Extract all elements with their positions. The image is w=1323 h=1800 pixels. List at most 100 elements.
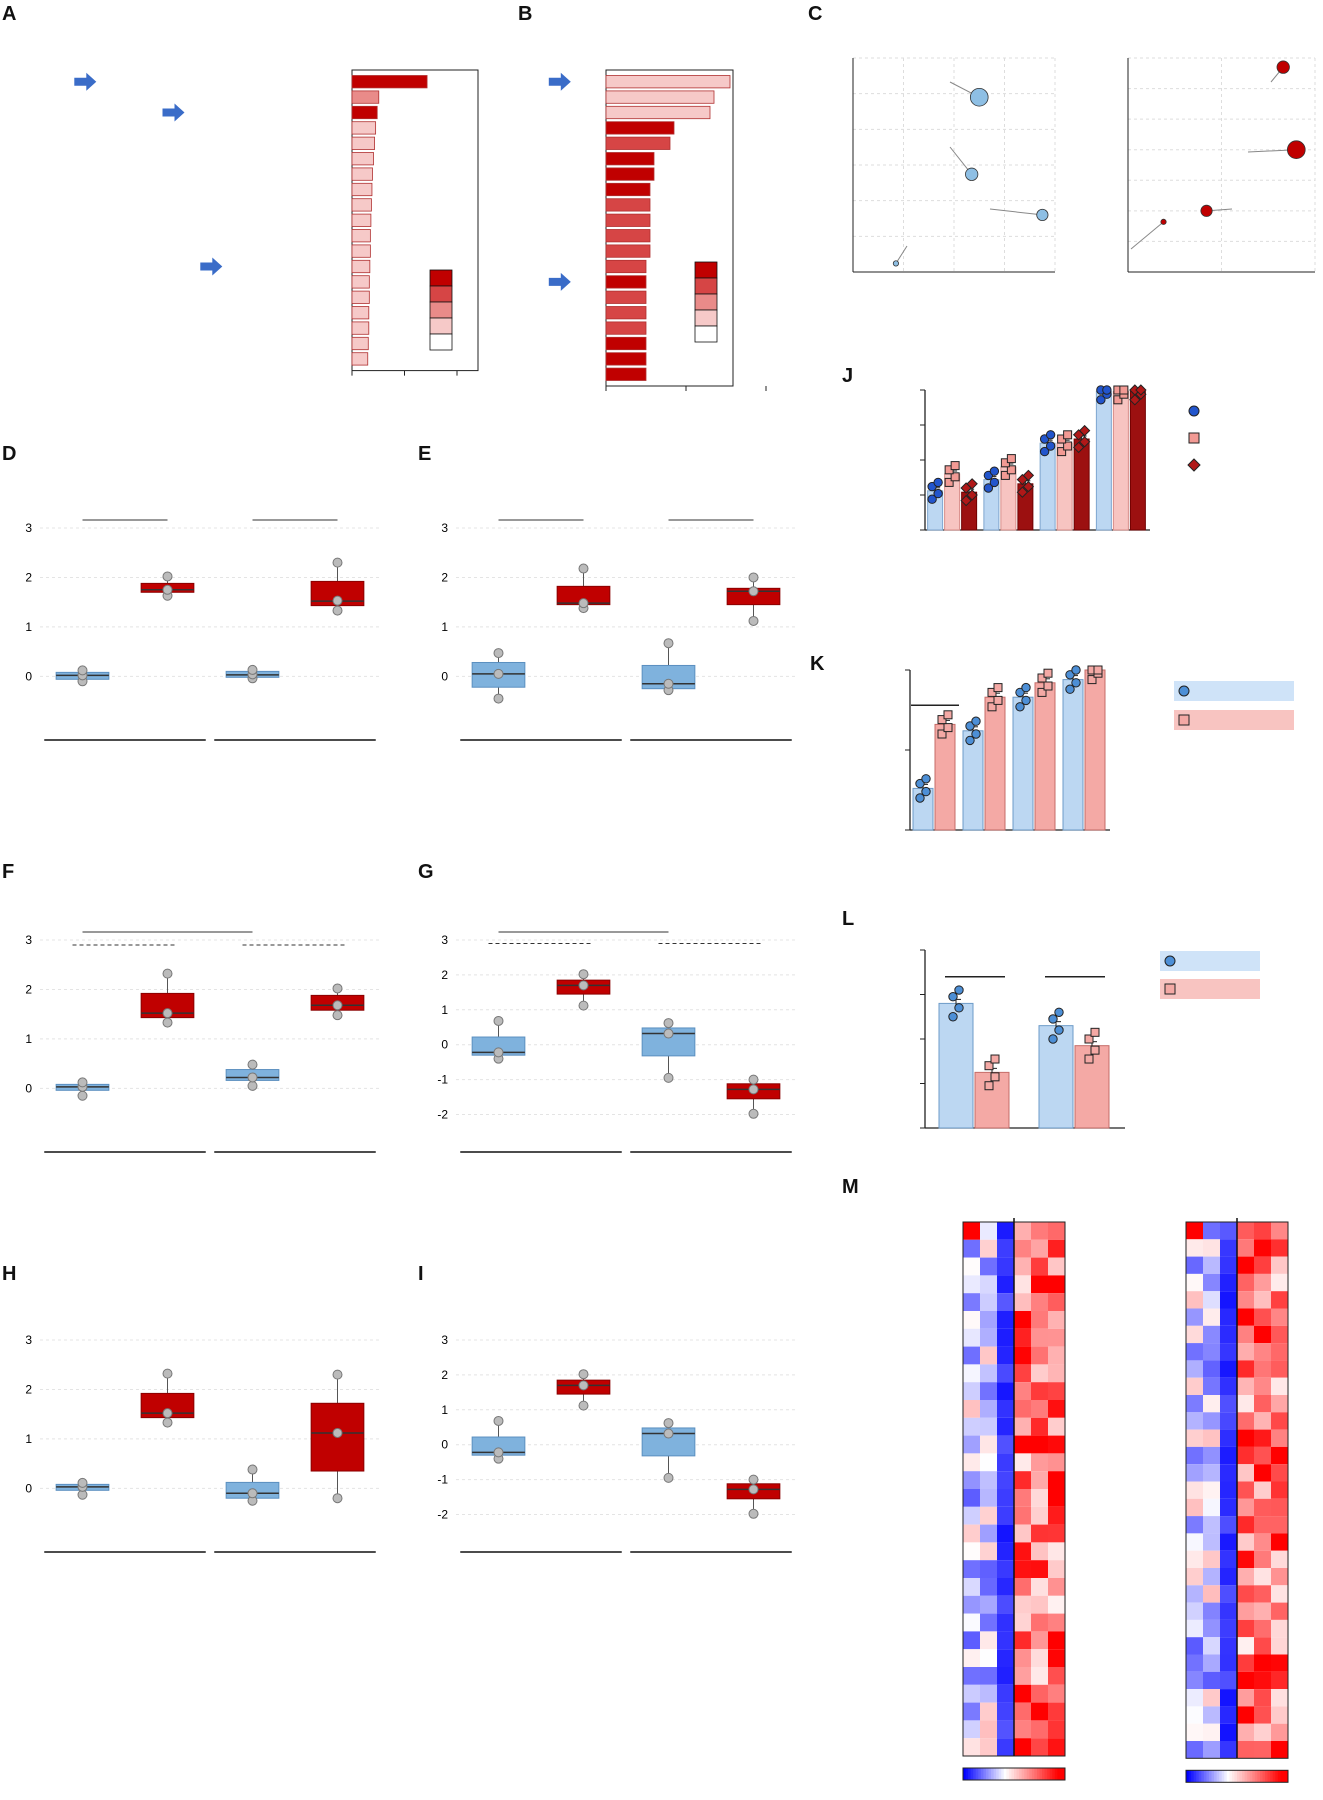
legend-swatch <box>694 277 718 295</box>
heatmap-cell <box>1014 1400 1031 1418</box>
heatmap-cell <box>1048 1720 1065 1739</box>
heatmap-cell <box>1048 1649 1065 1667</box>
heatmap-cell <box>1271 1308 1288 1326</box>
heatmap-cell <box>963 1489 980 1507</box>
data-point <box>1048 1014 1058 1024</box>
heatmap-cell <box>1220 1360 1237 1378</box>
data-point <box>971 716 981 726</box>
heatmap-cell <box>1014 1417 1031 1436</box>
data-point <box>77 1090 88 1101</box>
heatmap-cell <box>1048 1613 1065 1632</box>
heatmap-cell <box>1031 1738 1048 1756</box>
bar <box>1095 390 1112 531</box>
heatmap-cell <box>1220 1602 1237 1620</box>
data-point <box>921 786 931 797</box>
heatmap-cell <box>1203 1429 1220 1447</box>
legend-background <box>1174 710 1294 730</box>
data-point <box>965 721 975 731</box>
bar <box>351 275 370 289</box>
heatmap-cell <box>1186 1481 1203 1499</box>
heatmap-cell <box>1220 1395 1237 1413</box>
legend-gradient-cell <box>1265 1770 1269 1783</box>
data-point <box>332 983 343 994</box>
heatmap-cell <box>963 1382 980 1400</box>
heatmap-cell <box>1220 1273 1237 1292</box>
legend-marker <box>1164 955 1176 967</box>
legend-swatch <box>694 309 718 327</box>
heatmap-cell <box>1031 1328 1048 1347</box>
legend-gradient-cell <box>1042 1768 1046 1780</box>
heatmap-cell <box>1237 1308 1254 1326</box>
heatmap-cell <box>1186 1377 1203 1395</box>
data-point <box>1015 702 1025 712</box>
heatmap-cell <box>1271 1464 1288 1482</box>
data-point <box>1065 670 1075 680</box>
heatmap-cell <box>1031 1257 1048 1276</box>
heatmap-cell <box>997 1560 1014 1578</box>
heatmap-cell <box>1014 1239 1031 1258</box>
legend-swatch <box>694 325 718 343</box>
legend-gradient-cell <box>1214 1770 1218 1783</box>
heatmap-cell <box>980 1684 997 1703</box>
data-point <box>332 595 343 606</box>
bar <box>351 105 378 120</box>
data-point <box>1072 441 1085 454</box>
data-point <box>1022 469 1035 482</box>
bar <box>605 336 647 351</box>
heatmap-cell <box>1031 1702 1048 1721</box>
legend-gradient-cell <box>1047 1768 1051 1780</box>
legend-gradient-cell <box>1201 1770 1205 1783</box>
heatmap-cell <box>1254 1602 1271 1620</box>
heatmap-cell <box>1254 1723 1271 1741</box>
heatmap-cell <box>1254 1741 1271 1759</box>
heatmap-cell <box>1220 1291 1237 1309</box>
data-point <box>1113 395 1123 405</box>
heatmap-cell <box>1031 1471 1048 1489</box>
y-tick-label: 3 <box>25 933 32 947</box>
heatmap-cell <box>963 1346 980 1365</box>
data-point <box>950 461 960 471</box>
heatmap-cell <box>997 1382 1014 1400</box>
heatmap-cell <box>997 1328 1014 1347</box>
legend-gradient-cell <box>1049 1768 1053 1780</box>
panel-a-pathways-chart <box>74 69 479 376</box>
heatmap-cell <box>1237 1498 1254 1517</box>
data-point <box>663 1018 674 1029</box>
data-point <box>937 715 947 725</box>
heatmap-cell <box>1220 1619 1237 1638</box>
heatmap-cell <box>1254 1619 1271 1638</box>
heatmap-cell <box>1220 1671 1237 1690</box>
heatmap-cell <box>1271 1360 1288 1378</box>
legend-gradient-cell <box>1001 1768 1005 1780</box>
y-tick-label: 2 <box>25 1382 32 1396</box>
heatmap-cell <box>1220 1533 1237 1551</box>
heatmap-cell <box>1237 1654 1254 1672</box>
bar <box>938 1002 974 1129</box>
heatmap-cell <box>1220 1377 1237 1395</box>
legend-gradient-cell <box>1011 1768 1015 1780</box>
heatmap-cell <box>980 1649 997 1667</box>
heatmap-cell <box>1254 1550 1271 1568</box>
legend-marker <box>1187 458 1201 472</box>
bar <box>605 367 647 381</box>
bar <box>605 152 655 166</box>
legend-gradient-cell <box>993 1768 997 1780</box>
heatmap-cell <box>1237 1395 1254 1413</box>
heatmap-cell <box>980 1595 997 1614</box>
heatmap-cell <box>1254 1671 1271 1690</box>
data-point <box>954 985 964 995</box>
heatmap-cell <box>1254 1291 1271 1309</box>
heatmap-cell <box>1031 1453 1048 1472</box>
heatmap-cell <box>1203 1585 1220 1603</box>
heatmap-cell <box>1014 1631 1031 1650</box>
legend-marker <box>1188 405 1200 417</box>
data-point <box>578 563 589 574</box>
data-point <box>1045 430 1056 440</box>
highlight-arrow-icon <box>74 72 97 91</box>
legend-gradient-cell <box>1247 1770 1251 1783</box>
data-point <box>937 729 947 739</box>
bar <box>351 121 377 135</box>
data-point <box>933 488 943 499</box>
panel-letter-h: H <box>2 1263 16 1285</box>
data-point <box>493 693 504 704</box>
